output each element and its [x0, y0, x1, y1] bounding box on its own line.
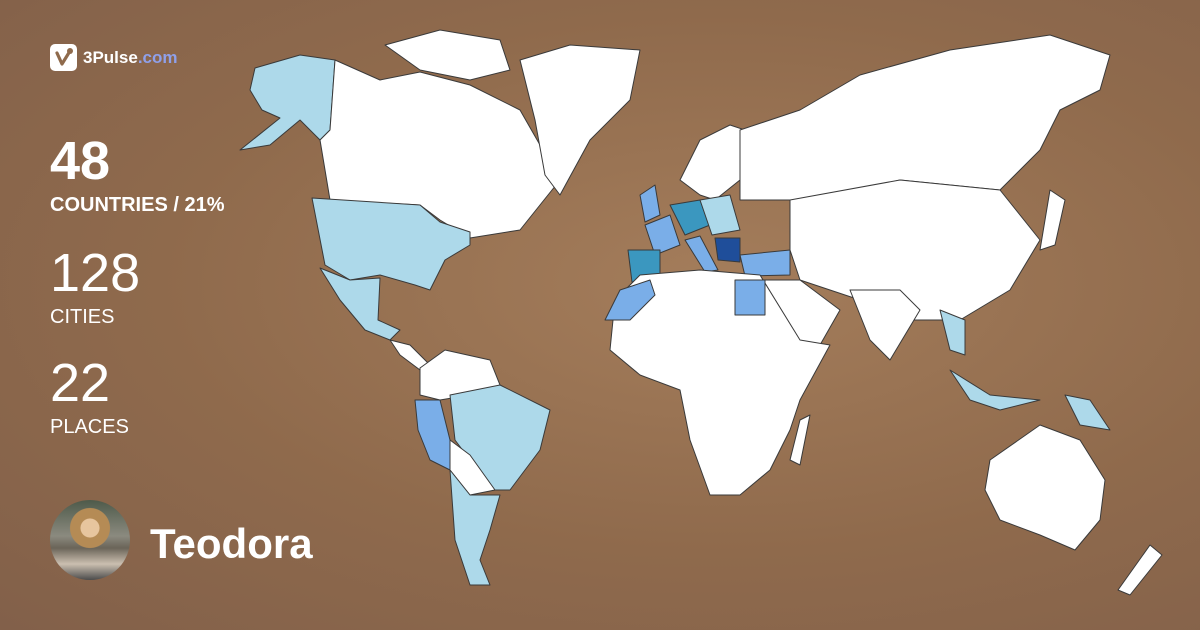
region-africa[interactable] [609, 269, 831, 496]
region-greenland[interactable] [519, 44, 641, 196]
region-japan[interactable] [1039, 189, 1066, 251]
cities-count: 128 [50, 243, 141, 303]
region-uk[interactable] [639, 184, 661, 223]
region-france[interactable] [644, 214, 681, 256]
region-morocco[interactable] [604, 279, 656, 321]
cities-stat: 128 CITIES [50, 246, 140, 329]
region-se-asia[interactable] [939, 309, 966, 356]
region-italy[interactable] [684, 235, 719, 273]
region-new-zealand[interactable] [1117, 544, 1163, 596]
region-arctic-islands[interactable] [384, 29, 511, 81]
user-name: Teodora [150, 520, 313, 567]
region-russia[interactable] [739, 34, 1111, 201]
brand-logo[interactable]: 3Pulse.com [50, 44, 178, 71]
region-bolivia-paraguay[interactable] [449, 439, 496, 496]
check-pulse-logo-icon [50, 44, 77, 71]
places-count: 22 [50, 353, 111, 413]
region-peru[interactable] [414, 399, 451, 471]
region-india[interactable] [849, 289, 921, 361]
region-canada[interactable] [319, 59, 561, 239]
countries-count: 48 [50, 131, 111, 191]
region-egypt[interactable] [734, 279, 766, 316]
region-bulgaria[interactable] [714, 237, 741, 263]
region-eastern-europe[interactable] [699, 194, 741, 236]
region-turkey[interactable] [739, 249, 791, 277]
places-label: PLACES [50, 416, 129, 438]
region-alaska[interactable] [239, 54, 336, 151]
region-usa[interactable] [311, 197, 471, 291]
region-central-asia[interactable] [789, 179, 1041, 321]
countries-label: COUNTRIES / 21% [50, 194, 225, 216]
brand-name-text: 3Pulse [83, 47, 138, 67]
region-mexico[interactable] [319, 267, 401, 341]
region-papua[interactable] [1064, 394, 1111, 431]
brand-domain: .com [137, 47, 178, 67]
places-stat: 22 PLACES [50, 356, 129, 439]
region-madagascar[interactable] [789, 414, 811, 466]
region-argentina-chile[interactable] [449, 469, 501, 586]
cities-label: CITIES [50, 306, 115, 328]
region-indonesia[interactable] [949, 369, 1041, 411]
region-australia[interactable] [984, 424, 1106, 551]
countries-stat: 48 COUNTRIES / 21% [50, 134, 224, 217]
avatar[interactable] [50, 500, 130, 580]
brand-name: 3Pulse.com [83, 48, 178, 68]
